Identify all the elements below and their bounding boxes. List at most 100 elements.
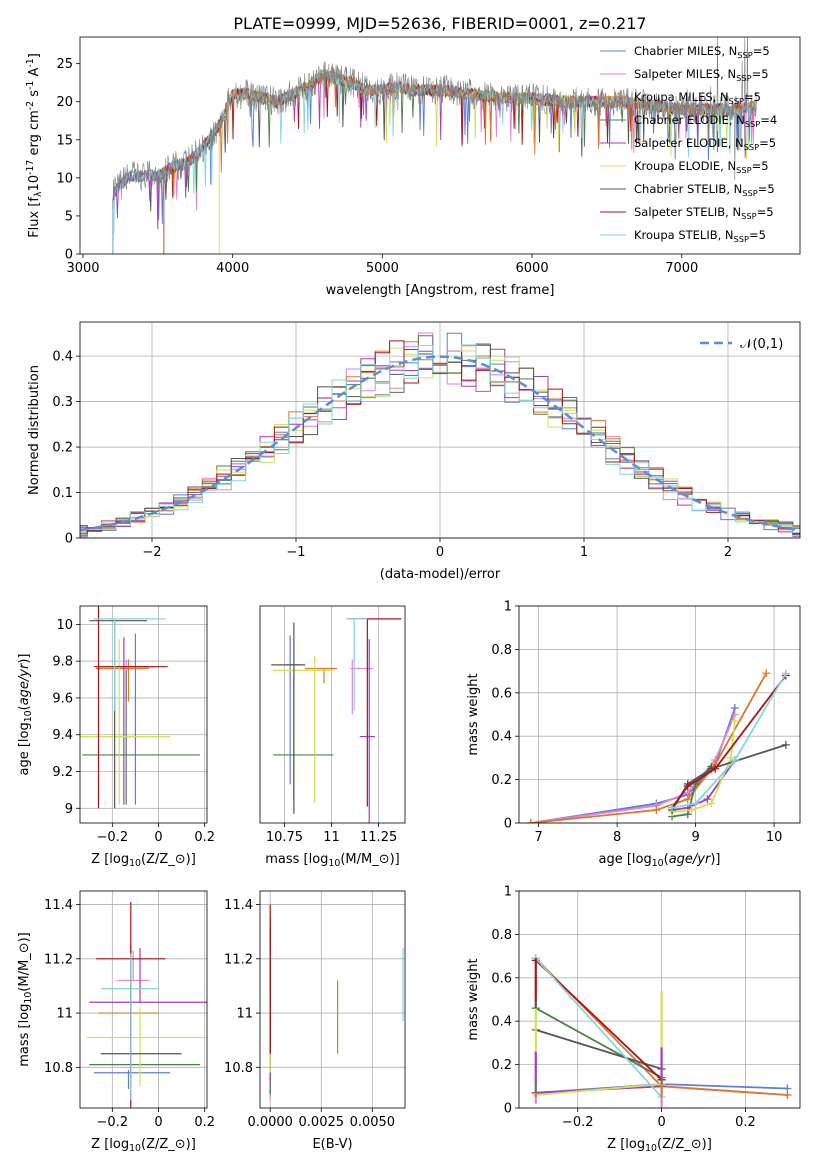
age_vs_Z-panel: −0.2 0 0.2 9 9.2 9.4 9.6 9.8 10 Z [log10(Z/Z_⊙)] a…: [17, 605, 215, 869]
age_vs_Z-xtick-label: 0.2: [194, 830, 215, 845]
spectrum-ytick-label: 0: [65, 248, 73, 263]
massweight_vs_Z-series-line: [535, 957, 663, 1098]
massweight_vs_Z-xtick-label: −0.2: [562, 1115, 594, 1130]
mass_vs_Z-ytick-label: 11.4: [44, 898, 73, 913]
age_vs_mass-errorbar-point: [273, 655, 334, 803]
residuals-xtick-label: 1: [580, 545, 588, 560]
mass_vs_Z-frame: [79, 890, 208, 1109]
age_vs_mass-gridlines: [284, 606, 380, 823]
age_vs_mass-errorbar-point: [346, 618, 402, 807]
mass_vs_EBV-xtick-label: 0.0000: [247, 1115, 293, 1130]
massweight_vs_Z-ylabel: mass weight: [466, 958, 481, 1040]
age_vs_Z-ytick-label: 9.8: [52, 655, 73, 670]
mass_vs_EBV-gridlines: [260, 891, 405, 1108]
spectrum-ytick-label: 5: [65, 209, 73, 224]
age_vs_mass-plot-area: [271, 618, 402, 823]
mass_vs_EBV-ytick-label: 11.2: [224, 952, 253, 967]
massweight_vs_age-point-marker: [707, 799, 716, 808]
massweight_vs_age-ytick-label: 0.6: [491, 686, 512, 701]
age_vs_mass-errorbar-point: [286, 635, 300, 785]
mass_vs_Z-xlabel: Z [log10(Z/Z_⊙)]: [91, 1137, 196, 1154]
massweight_vs_Z-series-line: [535, 1083, 662, 1096]
spectrum-panel: 3000 4000 5000 6000 7000 0 5 10 15 20 25 wavelength…: [25, 36, 801, 298]
massweight_vs_age-point-marker: [703, 795, 712, 804]
age_vs_mass-errorbar-point: [273, 675, 334, 801]
mass_vs_Z-xtick-label: 0: [154, 1115, 162, 1130]
massweight_vs_age-point-marker: [730, 717, 739, 726]
massweight_vs_age-series-line: [671, 759, 736, 811]
mass_vs_EBV-ytick-label: 10.8: [224, 1061, 253, 1076]
massweight_vs_age-series: [526, 669, 771, 823]
massweight_vs_Z-series: [531, 1025, 666, 1073]
age_vs_Z-xtick-label: 0: [154, 830, 162, 845]
residuals-ytick-label: 0.2: [52, 441, 73, 456]
mass_vs_Z-ytick-label: 11.2: [44, 952, 73, 967]
mass_vs_Z-errorbar-point: [98, 1002, 159, 1043]
age_vs_Z-xlabel: Z [log10(Z/Z_⊙)]: [91, 852, 196, 869]
age_vs_mass-xlabel: mass [log10(M/M_⊙)]: [265, 852, 400, 869]
mass_vs_EBV-panel: 0.0000 0.0025 0.0050 10.8 11 11.2 11.4 E(B-V): [224, 890, 406, 1152]
massweight_vs_age-series-line: [671, 672, 787, 809]
age_vs_mass-errorbar-point: [346, 618, 368, 711]
massweight_vs_age-point-marker: [526, 819, 535, 823]
age_vs_Z-xtick-label: −0.2: [97, 830, 129, 845]
spectrum-xtick-label: 6000: [516, 261, 549, 276]
massweight_vs_Z-ytick-label: 0.2: [491, 1058, 512, 1073]
age_vs_Z-ytick-label: 9.2: [52, 765, 73, 780]
spectrum-ylabel: Flux [fλ10-17 erg cm-2 s-1 A-1]: [25, 53, 44, 238]
massweight_vs_age-ytick-label: 0.8: [491, 643, 512, 658]
massweight_vs_age-point-marker: [730, 756, 739, 765]
spectrum-plot-area: [112, 37, 758, 254]
massweight_vs_Z-ytick-label: 0.4: [491, 1015, 512, 1030]
massweight_vs_age-frame: [518, 605, 801, 824]
age_vs_Z-ylabel: age [log10(age/yr)]: [17, 653, 34, 775]
mass_vs_Z-xtick-label: −0.2: [97, 1115, 129, 1130]
mass_vs_Z-errorbar-point: [100, 953, 159, 1100]
massweight_vs_age-xlabel: age [log10(age/yr)]: [598, 852, 720, 869]
massweight_vs_age-gridlines: [519, 605, 800, 824]
residual-histogram: [80, 332, 800, 530]
massweight_vs_Z-plot-area: [531, 954, 792, 1108]
residual-histogram: [80, 332, 800, 538]
mass_vs_Z-xtick-label: 0.2: [194, 1115, 215, 1130]
legend-entry: Kroupa ELODIE, NSSP=5: [634, 159, 769, 175]
massweight_vs_Z-series: [531, 1080, 666, 1099]
massweight_vs_age-point-marker: [781, 740, 790, 749]
age_vs_Z-ytick-label: 9: [65, 802, 73, 817]
age_vs_Z-plot-area: [80, 606, 201, 809]
mass_vs_EBV-ytick-label: 11: [236, 1007, 253, 1022]
age_vs_mass-xtick-label: 11: [323, 830, 340, 845]
spectrum-frame: [79, 36, 801, 255]
legend-entry: Salpeter STELIB, NSSP=5: [634, 205, 774, 221]
massweight_vs_Z-point-marker: [783, 1090, 792, 1099]
massweight_vs_age-series: [668, 669, 790, 812]
residuals-plot-area: [80, 332, 800, 538]
mass_vs_Z-panel: −0.2 0 0.2 10.8 11 11.2 11.4 Z [log10(Z/Z_⊙)] ma…: [17, 890, 215, 1154]
massweight_vs_age-xtick-label: 7: [534, 830, 542, 845]
massweight_vs_Z-ytick-label: 0.8: [491, 928, 512, 943]
massweight_vs_age-plot-area: [526, 669, 790, 823]
massweight_vs_age-point-marker: [762, 669, 771, 678]
massweight_vs_Z-frame: [518, 890, 801, 1109]
mass_vs_EBV-xlabel: E(B-V): [312, 1137, 352, 1152]
massweight_vs_Z-xlabel: Z [log10(Z/Z_⊙)]: [607, 1137, 712, 1154]
mass_vs_Z-errorbar-point: [116, 950, 150, 982]
age_vs_Z-ytick-label: 9.6: [52, 691, 73, 706]
massweight_vs_Z-ytick-label: 0.6: [491, 971, 512, 986]
mass_vs_Z-errorbar-point: [93, 1070, 171, 1090]
massweight_vs_Z-series: [531, 954, 666, 1102]
residuals-ylabel: Normed distribution: [27, 365, 42, 495]
mass_vs_EBV-plot-area: [269, 904, 404, 1100]
mass_vs_EBV-xtick-label: 0.0050: [350, 1115, 396, 1130]
spectrum-xlabel: wavelength [Angstrom, rest frame]: [326, 283, 555, 298]
spectrum-ytick-label: 20: [56, 95, 73, 110]
age_vs_Z-ytick-label: 9.4: [52, 728, 73, 743]
age_vs_mass-xtick-label: 11.25: [360, 830, 397, 845]
massweight_vs_Z-panel: −0.2 0 0.2 0 0.2 0.4 0.6 0.8 1 Z [log10(Z/Z_⊙)] ma…: [466, 885, 801, 1154]
residuals-frame: [79, 321, 801, 539]
massweight_vs_age-point-marker: [711, 764, 720, 773]
mass_vs_EBV-frame: [259, 890, 406, 1109]
massweight_vs_Z-xtick-label: 0.2: [735, 1115, 756, 1130]
massweight_vs_age-point-marker: [683, 782, 692, 791]
